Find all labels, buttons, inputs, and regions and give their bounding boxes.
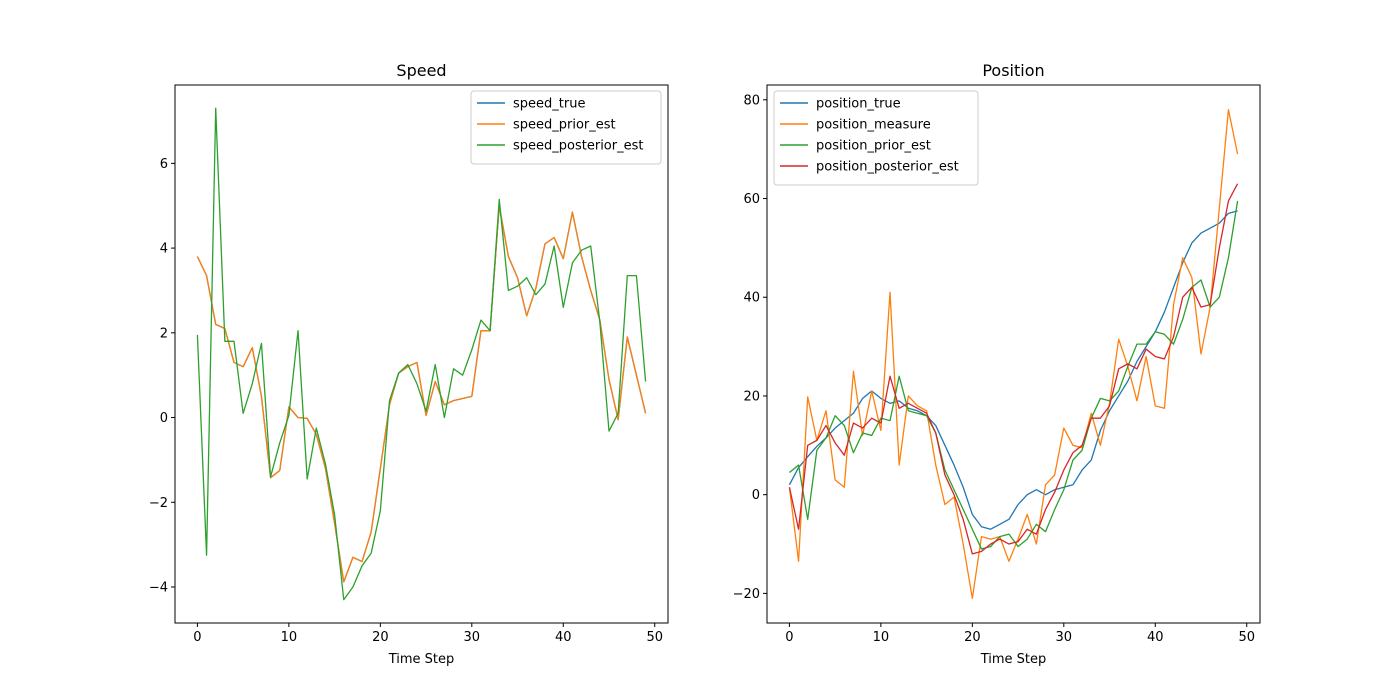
- position-axes-frame: [766, 84, 1261, 624]
- legend-label-position_prior_est: position_prior_est: [816, 139, 931, 154]
- position-legend: position_true position_measure position_pr…: [773, 90, 979, 186]
- position-x-axis-label: Time Step: [980, 652, 1047, 667]
- speed-x-tick-label: 10: [281, 630, 298, 645]
- legend-label-speed_true: speed_true: [513, 97, 585, 112]
- speed-axes-frame: [174, 84, 669, 624]
- speed-y-tick-label: −4: [149, 580, 168, 595]
- speed-y-tick-label: 6: [160, 157, 168, 172]
- legend-label-position_true: position_true: [816, 97, 901, 112]
- series-line-position_prior_est: [789, 200, 1239, 550]
- legend-label-position_posterior_est: position_posterior_est: [816, 160, 959, 175]
- series-line-position_posterior_est: [788, 183, 1239, 555]
- speed-chart-panel: 0 10 20 30 40 50 −4 −2 0 2 4 6 Speed Time Step speed_t…: [149, 61, 669, 667]
- legend-label-position_measure: position_measure: [816, 118, 931, 133]
- position-x-tick-label: 10: [873, 630, 890, 645]
- speed-legend: speed_true speed_prior_est speed_posterior…: [470, 90, 662, 165]
- position-legend-box: [773, 90, 979, 186]
- speed-x-axis-label: Time Step: [388, 652, 455, 667]
- position-chart-title: Position: [982, 61, 1044, 80]
- position-chart-panel: 0 10 20 30 40 50 −20 0 20 40 60 80 Position Time Step…: [733, 61, 1261, 667]
- legend-label-speed_posterior_est: speed_posterior_est: [513, 139, 643, 154]
- speed-y-tick-label: 2: [160, 326, 168, 341]
- position-y-tick-label: −20: [733, 587, 760, 602]
- position-y-tick-label: 40: [743, 291, 760, 306]
- speed-y-tick-label: 4: [160, 242, 168, 257]
- speed-y-tick-label: −2: [149, 496, 168, 511]
- speed-chart-title: Speed: [396, 61, 446, 80]
- speed-x-tick-label: 50: [646, 630, 663, 645]
- series-line-position_true: [788, 210, 1238, 530]
- position-x-tick-label: 20: [964, 630, 981, 645]
- speed-x-tick-label: 30: [464, 630, 481, 645]
- position-y-tick-label: 20: [743, 389, 760, 404]
- position-x-tick-label: 30: [1056, 630, 1073, 645]
- position-x-tick-label: 0: [785, 630, 793, 645]
- speed-x-tick-label: 20: [372, 630, 389, 645]
- series-line-position_measure: [788, 109, 1239, 599]
- position-x-tick-label: 40: [1147, 630, 1164, 645]
- position-y-tick-label: 60: [743, 192, 760, 207]
- speed-x-tick-label: 0: [193, 630, 201, 645]
- series-line-speed_prior_est: [196, 205, 647, 583]
- position-x-tick-label: 50: [1238, 630, 1255, 645]
- speed-legend-box: [470, 90, 662, 165]
- speed-x-tick-label: 40: [555, 630, 572, 645]
- position-y-tick-label: 0: [752, 488, 760, 503]
- speed-y-tick-label: 0: [160, 411, 168, 426]
- legend-label-speed_prior_est: speed_prior_est: [513, 118, 616, 133]
- position-y-tick-label: 80: [743, 93, 760, 108]
- series-line-speed_posterior_est: [196, 107, 647, 601]
